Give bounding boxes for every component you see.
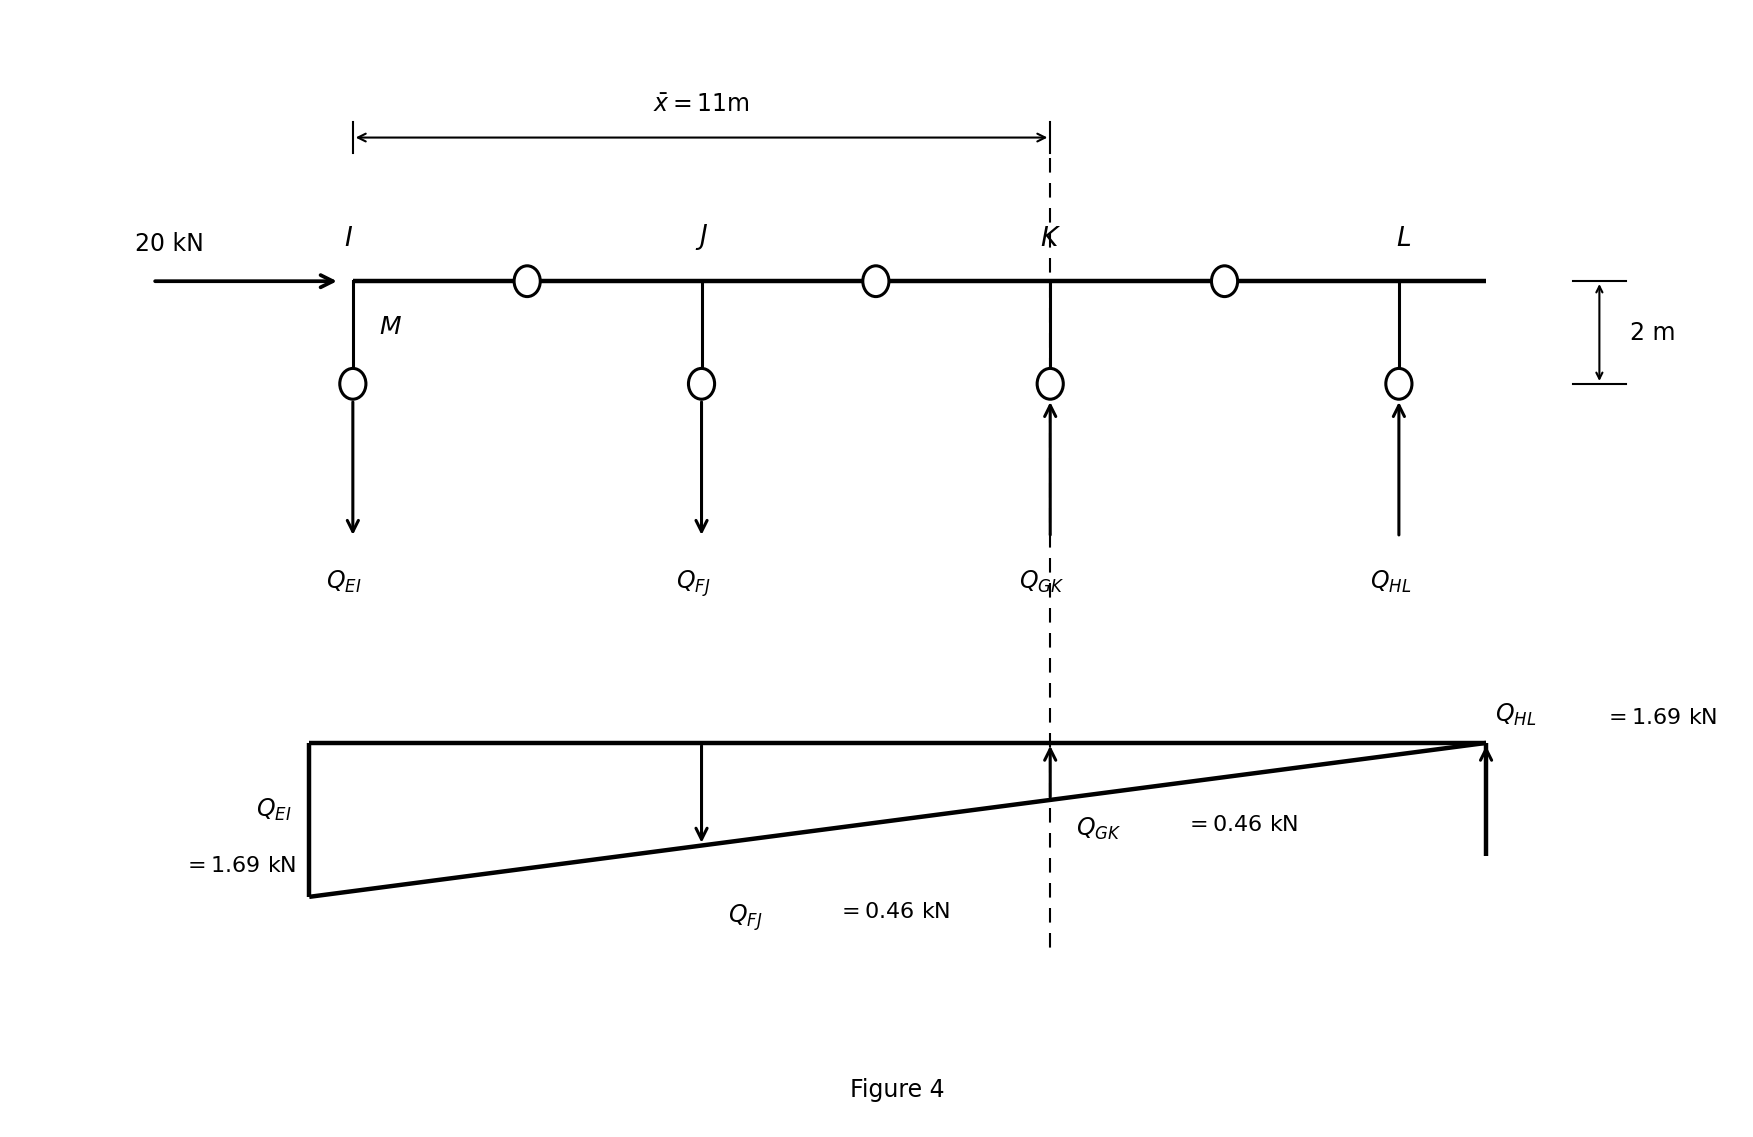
Text: 20 kN: 20 kN: [135, 232, 203, 256]
Text: $Q_{HL}$: $Q_{HL}$: [1495, 702, 1536, 728]
Text: $Q_{EI}$: $Q_{EI}$: [326, 568, 361, 595]
Circle shape: [1038, 368, 1064, 399]
Text: $K$: $K$: [1040, 226, 1061, 252]
Circle shape: [689, 368, 715, 399]
Text: $Q_{HL}$: $Q_{HL}$: [1369, 568, 1411, 595]
Text: $L$: $L$: [1395, 226, 1411, 252]
Text: $Q_{GK}$: $Q_{GK}$: [1076, 815, 1122, 841]
Circle shape: [514, 266, 540, 297]
Text: $= 1.69\ \mathrm{kN}$: $= 1.69\ \mathrm{kN}$: [1604, 707, 1718, 728]
Text: $= 0.46\ \mathrm{kN}$: $= 0.46\ \mathrm{kN}$: [1185, 815, 1299, 836]
Text: $Q_{EI}$: $Q_{EI}$: [256, 797, 291, 823]
Text: $Q_{FJ}$: $Q_{FJ}$: [675, 568, 710, 599]
Circle shape: [862, 266, 889, 297]
Circle shape: [1387, 368, 1411, 399]
Circle shape: [340, 368, 366, 399]
Text: $I$: $I$: [344, 226, 352, 252]
Text: 2 m: 2 m: [1630, 321, 1676, 345]
Text: $Q_{GK}$: $Q_{GK}$: [1018, 568, 1064, 595]
Text: $M$: $M$: [379, 315, 401, 339]
Text: $J$: $J$: [694, 223, 708, 252]
Circle shape: [1211, 266, 1238, 297]
Text: $= 1.69\ \mathrm{kN}$: $= 1.69\ \mathrm{kN}$: [182, 856, 296, 875]
Text: $Q_{FJ}$: $Q_{FJ}$: [727, 902, 763, 932]
Text: Figure 4: Figure 4: [850, 1078, 945, 1102]
Text: $= 0.46\ \mathrm{kN}$: $= 0.46\ \mathrm{kN}$: [836, 902, 950, 922]
Text: $\bar{x}=11\mathrm{m}$: $\bar{x}=11\mathrm{m}$: [654, 93, 750, 117]
